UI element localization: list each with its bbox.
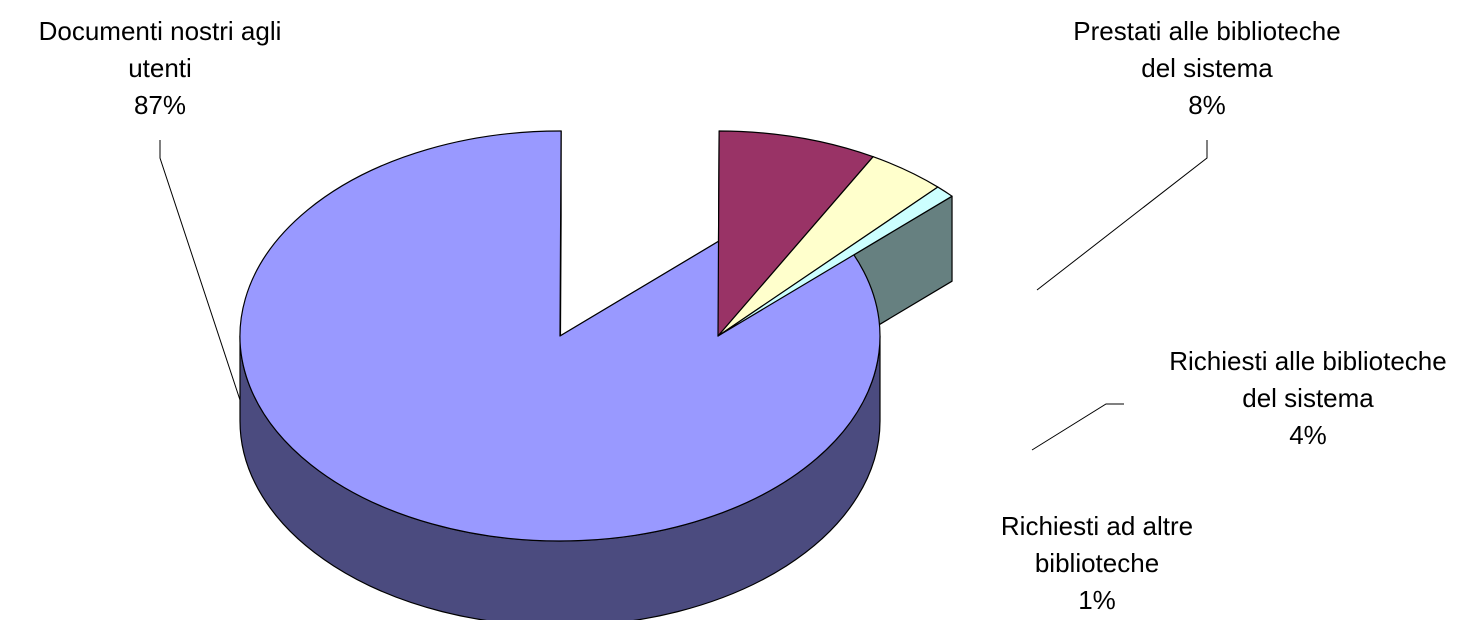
slice-label-0-line-1: utenti [128, 53, 192, 83]
leader-line-0 [159, 140, 241, 401]
slice-label-1-line-0: Prestati alle biblioteche [1073, 16, 1340, 46]
slice-label-0-line-0: Documenti nostri agli [39, 16, 282, 46]
slice-percent-label-0: 87% [134, 90, 186, 120]
leader-line-2 [1031, 403, 1124, 451]
slice-label-1-line-1: del sistema [1141, 53, 1273, 83]
slice-label-3-line-0: Richiesti ad altre [1001, 511, 1193, 541]
pie-slice-1 [717, 130, 874, 337]
slice-label-2-line-0: Richiesti alle biblioteche [1169, 346, 1446, 376]
leader-line-1 [1036, 140, 1208, 291]
slice-label-3-line-1: biblioteche [1035, 548, 1159, 578]
slice-labels: Documenti nostri agli utenti 87% Prestati a… [39, 16, 1447, 615]
slice-percent-label-2: 4% [1289, 420, 1327, 450]
pie-slice-3 [717, 186, 953, 337]
pie-slice-0 [239, 130, 881, 542]
leader-lines [159, 140, 1208, 451]
slice-percent-label-1: 8% [1188, 90, 1226, 120]
pie-tops [239, 130, 953, 542]
slice-label-2-line-1: del sistema [1242, 383, 1374, 413]
slice-percent-label-3: 1% [1078, 585, 1116, 615]
